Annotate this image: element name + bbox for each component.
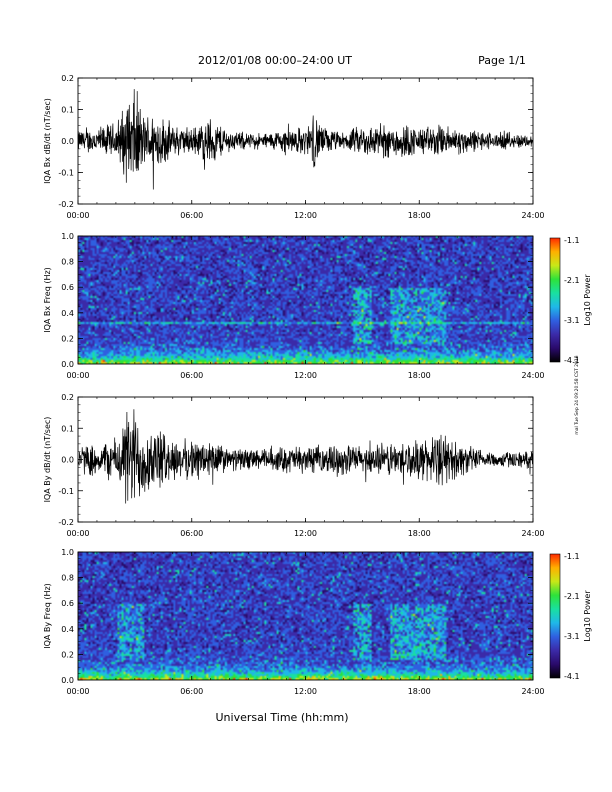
y-tick-label: -0.2 [58,200,74,209]
spectrogram-image [78,236,533,364]
y-axis-label: IQA Bx dB/dt (nT/sec) [43,98,52,184]
x-tick-label: 24:00 [521,529,544,538]
colorbar-tick-label: -1.1 [564,552,580,561]
y-tick-label: 0.8 [61,574,74,583]
y-tick-label: -0.1 [58,169,74,178]
colorbar-tick-label: -4.1 [564,672,580,681]
y-tick-label: 0.8 [61,258,74,267]
figure-title: 2012/01/08 00:00–24:00 UT [198,54,352,67]
colorbar-tick-label: -4.1 [564,356,580,365]
y-tick-label: 1.0 [61,548,74,557]
y-tick-label: 0.0 [61,676,74,685]
x-tick-label: 18:00 [408,529,431,538]
x-tick-label: 24:00 [521,371,544,380]
panel-3: 00:00 06:00 12:00 18:00 24:00 -0.2 -0.1 0.0 0.1 0… [43,393,545,538]
y-tick-label: 0.2 [61,74,74,83]
y-tick-label: 0.0 [61,360,74,369]
y-tick-label: 0.1 [61,106,74,115]
colorbar-tick-label: -3.1 [564,316,580,325]
x-tick-label: 12:00 [294,687,317,696]
y-tick-label: 1.0 [61,232,74,241]
x-tick-label: 12:00 [294,211,317,220]
y-axis-label: IQA Bx Freq (Hz) [43,267,52,333]
spectrogram-image [78,552,533,680]
x-tick-label: 00:00 [66,687,89,696]
x-tick-label: 18:00 [408,687,431,696]
colorbar [549,553,561,679]
panel-2: -1.1 -2.1 -3.1 -4.1 Log10 Power 00:00 06:00 12:… [43,232,592,380]
side-stamp: mal Tue Sep 24 09:20:58 CST 2013 [574,355,580,434]
colorbar-tick-label: -2.1 [564,592,580,601]
x-axis-title: Universal Time (hh:mm) [216,711,349,724]
page-indicator: Page 1/1 [478,54,526,67]
panel-4: -1.1 -2.1 -3.1 -4.1 Log10 Power 00:00 06:00 12:… [43,548,592,696]
y-tick-label: 0.2 [61,334,74,343]
colorbar-tick-label: -3.1 [564,632,580,641]
x-tick-label: 24:00 [521,687,544,696]
x-tick-label: 00:00 [66,529,89,538]
y-tick-label: 0.2 [61,650,74,659]
x-tick-label: 06:00 [180,687,203,696]
y-tick-label: 0.4 [61,309,74,318]
colorbar-label: Log10 Power [583,274,592,326]
x-tick-label: 00:00 [66,211,89,220]
y-axis-label: IQA By dB/dt (nT/sec) [43,417,52,503]
colorbar-label: Log10 Power [583,590,592,642]
colorbar-tick-label: -1.1 [564,236,580,245]
panel-1: 00:00 06:00 12:00 18:00 24:00 -0.2 -0.1 0.0 0.1 0… [43,74,545,220]
x-tick-label: 12:00 [294,371,317,380]
series-line [77,409,534,504]
x-tick-label: 18:00 [408,371,431,380]
y-tick-label: 0.6 [61,599,74,608]
x-tick-label: 12:00 [294,529,317,538]
y-tick-label: 0.1 [61,424,74,433]
y-tick-label: 0.0 [61,137,74,146]
y-axis-label: IQA By Freq (Hz) [43,583,52,649]
x-tick-label: 24:00 [521,211,544,220]
panels: 00:00 06:00 12:00 18:00 24:00 -0.2 -0.1 0.0 0.1 0… [43,74,592,696]
x-tick-label: 06:00 [180,211,203,220]
x-tick-label: 18:00 [408,211,431,220]
y-tick-label: -0.1 [58,487,74,496]
series-line [77,89,534,190]
y-tick-label: 0.2 [61,393,74,402]
y-tick-label: -0.2 [58,518,74,527]
y-tick-label: 0.6 [61,283,74,292]
y-tick-label: 0.0 [61,456,74,465]
x-tick-label: 00:00 [66,371,89,380]
colorbar-tick-label: -2.1 [564,276,580,285]
x-tick-label: 06:00 [180,371,203,380]
y-tick-label: 0.4 [61,625,74,634]
x-tick-label: 06:00 [180,529,203,538]
colorbar [549,237,561,363]
